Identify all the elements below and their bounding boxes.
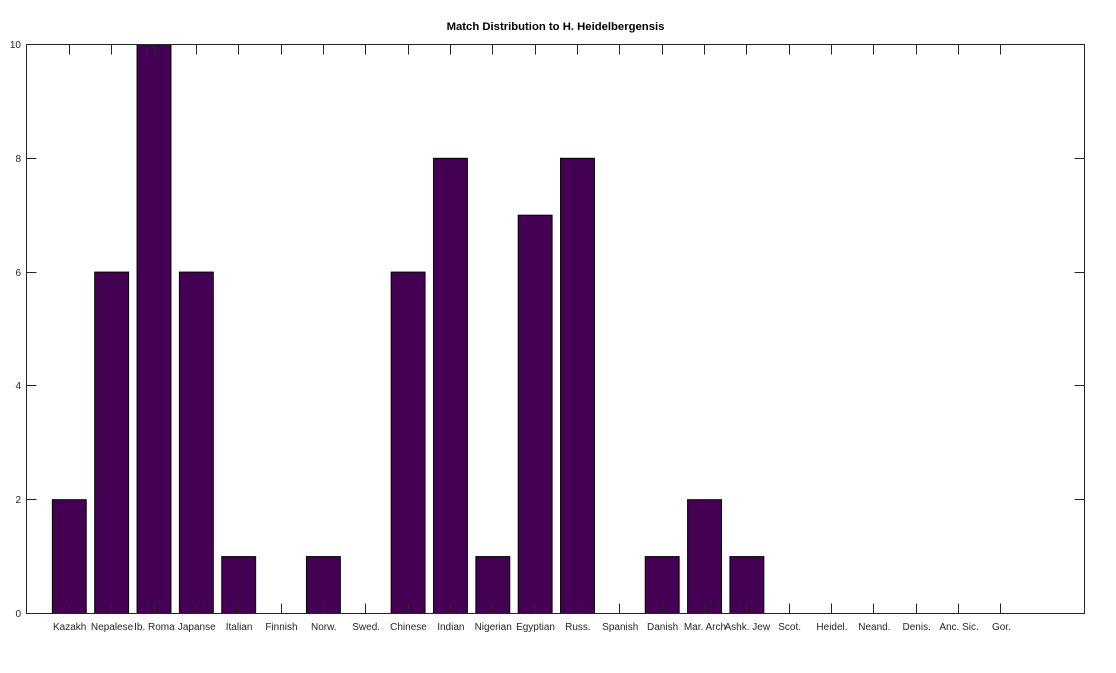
- svg-text:Japanse: Japanse: [178, 622, 216, 633]
- svg-text:10: 10: [10, 40, 22, 51]
- svg-text:Spanish: Spanish: [602, 622, 638, 633]
- svg-text:Finnish: Finnish: [265, 622, 297, 633]
- svg-text:Ashk. Jew: Ashk. Jew: [725, 622, 771, 633]
- svg-text:Chinese: Chinese: [390, 622, 427, 633]
- svg-text:Indian: Indian: [437, 622, 464, 633]
- svg-text:Kazakh: Kazakh: [53, 622, 86, 633]
- svg-text:Nepalese: Nepalese: [91, 622, 134, 633]
- svg-text:Scot.: Scot.: [778, 622, 801, 633]
- svg-text:Ib. Roma: Ib. Roma: [134, 622, 175, 633]
- svg-text:Match Distribution to H. Heide: Match Distribution to H. Heidelbergensis: [447, 21, 665, 33]
- svg-text:Denis.: Denis.: [903, 622, 931, 633]
- svg-text:Nigerian: Nigerian: [475, 622, 512, 633]
- svg-text:Italian: Italian: [226, 622, 253, 633]
- svg-text:Swed.: Swed.: [352, 622, 380, 633]
- svg-text:Norw.: Norw.: [311, 622, 337, 633]
- svg-text:8: 8: [15, 154, 21, 165]
- svg-text:Neand.: Neand.: [858, 622, 890, 633]
- svg-text:2: 2: [15, 495, 21, 506]
- svg-text:Danish: Danish: [647, 622, 678, 633]
- svg-text:6: 6: [15, 268, 21, 279]
- svg-text:0: 0: [15, 609, 21, 620]
- svg-text:Mar. Arch: Mar. Arch: [684, 622, 726, 633]
- svg-text:Egyptian: Egyptian: [516, 622, 555, 633]
- svg-text:4: 4: [15, 381, 21, 392]
- svg-text:Heidel.: Heidel.: [816, 622, 847, 633]
- svg-text:Russ.: Russ.: [565, 622, 591, 633]
- svg-text:Anc. Sic.: Anc. Sic.: [939, 622, 978, 633]
- svg-text:Gor.: Gor.: [992, 622, 1011, 633]
